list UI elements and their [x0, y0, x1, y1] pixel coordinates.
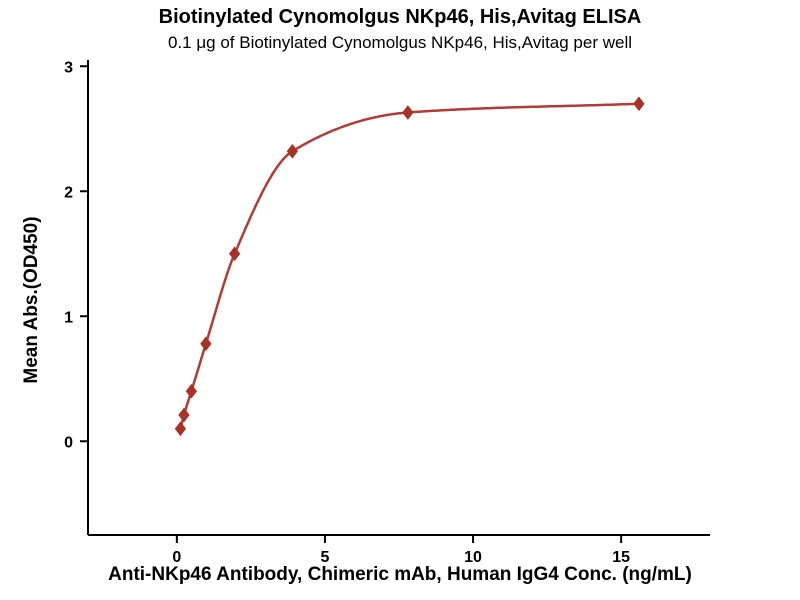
fit-curve [179, 102, 639, 430]
x-tick-label: 5 [320, 549, 329, 566]
chart-subtitle: 0.1 μg of Biotinylated Cynomolgus NKp46,… [168, 33, 632, 52]
x-tick-label: 10 [464, 549, 482, 566]
data-point-marker [633, 96, 645, 112]
x-tick-label: 0 [172, 549, 181, 566]
x-axis-label: Anti-NKp46 Antibody, Chimeric mAb, Human… [108, 564, 692, 585]
y-tick-label: 2 [64, 184, 73, 201]
data-point-marker [178, 407, 190, 423]
data-point-marker [402, 105, 414, 120]
data-point-marker [286, 143, 299, 159]
x-tick-label: 15 [612, 549, 630, 566]
y-tick-label: 3 [64, 59, 73, 76]
data-point-marker [228, 246, 241, 262]
data-point-marker [200, 336, 212, 352]
data-point-marker [174, 421, 187, 437]
y-tick-label: 1 [64, 309, 73, 326]
y-tick-label: 0 [64, 434, 73, 451]
y-axis-label: Mean Abs.(OD450) [21, 216, 42, 384]
chart-title: Biotinylated Cynomolgus NKp46, His,Avita… [158, 6, 642, 28]
data-point-marker [185, 383, 198, 399]
